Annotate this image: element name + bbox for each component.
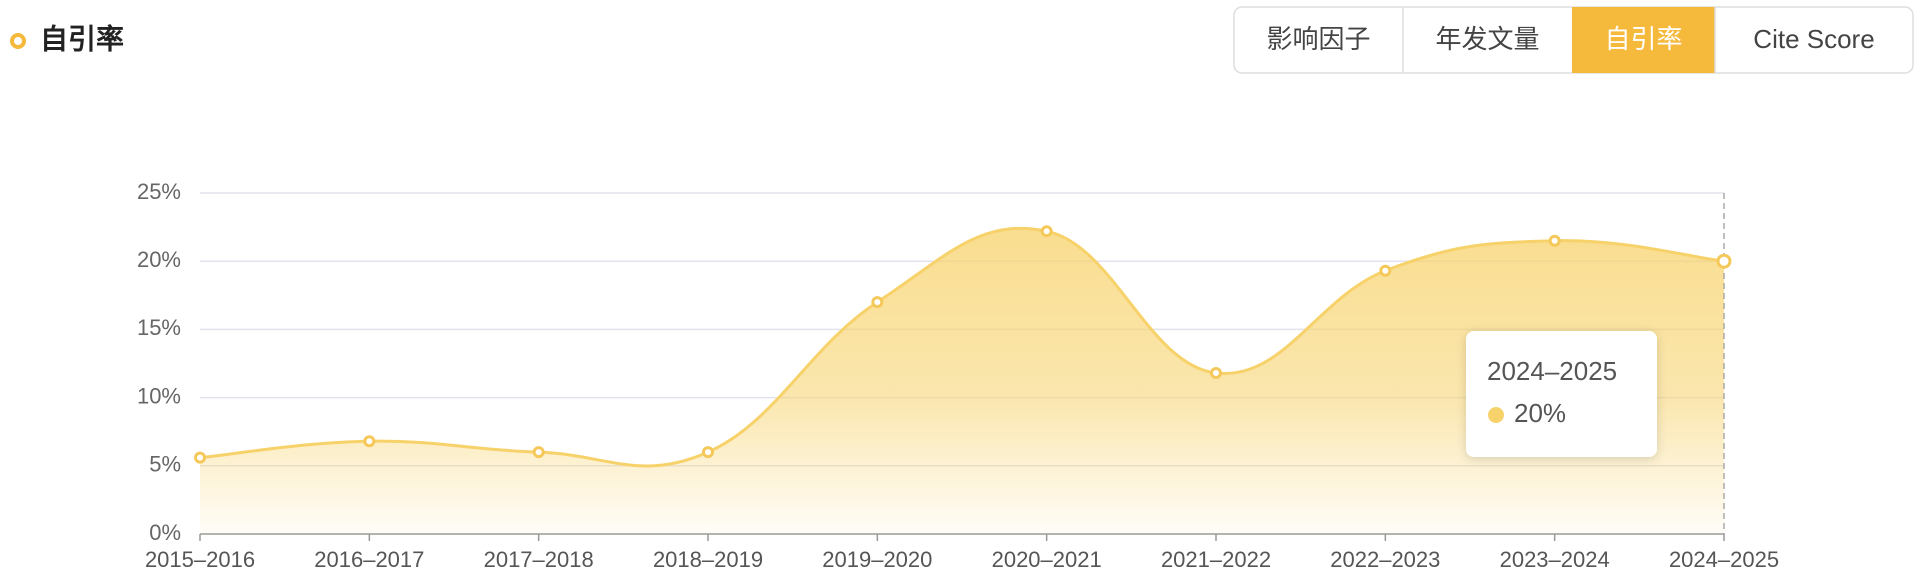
point xyxy=(532,446,545,459)
x-tick-label: 2024–2025 xyxy=(1669,547,1779,572)
x-tick-label: 2022–2023 xyxy=(1330,547,1440,572)
point xyxy=(194,451,206,464)
point xyxy=(1716,253,1732,269)
tooltip xyxy=(1466,331,1657,457)
y-tick-label: 0% xyxy=(149,520,181,545)
plot: 0% 5% 10% 15% 20% 25% 2015–2016 2016–2017 2017–2… xyxy=(137,179,1779,572)
x-tick-label: 2017–2018 xyxy=(484,547,594,572)
tab[interactable]: 自引率 xyxy=(1604,24,1682,54)
x-tick-label: 2020–2021 xyxy=(992,547,1102,572)
y-tick-label: 10% xyxy=(137,383,181,408)
tooltip-title: 2024–2025 xyxy=(1487,356,1617,386)
x-tick-label: 2016–2017 xyxy=(314,547,424,572)
tab-active-bg xyxy=(1572,7,1715,73)
title-icon xyxy=(10,33,26,49)
x-tick-label: 2021–2022 xyxy=(1161,547,1271,572)
line xyxy=(199,226,1725,468)
point xyxy=(363,435,376,448)
point xyxy=(871,296,884,309)
y-tick-label: 15% xyxy=(137,315,181,340)
point xyxy=(1210,367,1222,380)
tooltip-value: 20% xyxy=(1514,398,1566,428)
chart-title: 自引率 xyxy=(40,22,124,54)
point xyxy=(702,446,714,459)
point xyxy=(1379,264,1392,277)
point xyxy=(1548,234,1561,247)
x-tick-label: 2018–2019 xyxy=(653,547,763,572)
x-tick-label: 2019–2020 xyxy=(822,547,932,572)
tab-group: 影响因子 年发文量 自引率 Cite Score xyxy=(1233,6,1914,74)
x-tick-label: 2015–2016 xyxy=(145,547,255,572)
point xyxy=(1040,225,1053,238)
tab[interactable]: Cite Score xyxy=(1753,24,1874,54)
tooltip-marker xyxy=(1488,407,1504,423)
x-tick-label: 2023–2024 xyxy=(1500,547,1610,572)
y-tick-label: 25% xyxy=(137,179,181,204)
y-tick-label: 20% xyxy=(137,247,181,272)
tab[interactable]: 年发文量 xyxy=(1435,24,1539,54)
tab[interactable]: 影响因子 xyxy=(1266,24,1370,54)
y-tick-label: 5% xyxy=(149,452,181,477)
